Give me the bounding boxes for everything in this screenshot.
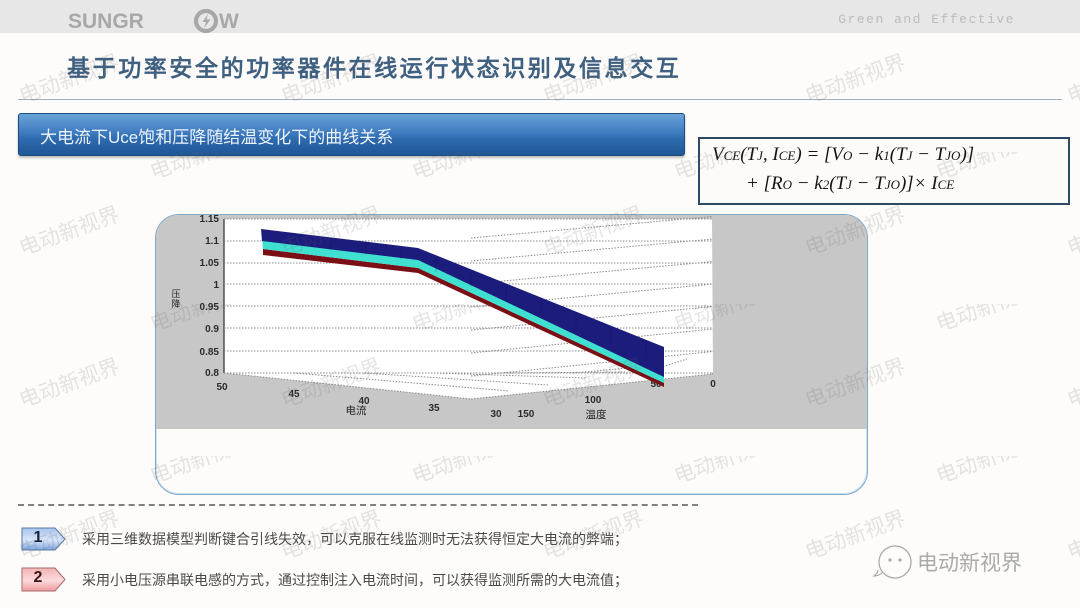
svg-text:0: 0 (710, 379, 716, 390)
svg-text:0.95: 0.95 (200, 302, 220, 313)
svg-text:1.05: 1.05 (200, 258, 220, 269)
svg-text:降: 降 (171, 298, 180, 309)
svg-text:W: W (219, 10, 239, 33)
svg-text:1.1: 1.1 (205, 236, 219, 247)
svg-text:30: 30 (490, 409, 502, 420)
svg-text:150: 150 (518, 409, 535, 420)
svg-text:35: 35 (428, 403, 440, 414)
svg-text:1.15: 1.15 (200, 215, 220, 225)
svg-text:0.8: 0.8 (205, 368, 219, 379)
svg-text:50: 50 (216, 382, 228, 393)
svg-text:1: 1 (213, 280, 219, 291)
svg-text:电动新视界: 电动新视界 (917, 552, 1022, 575)
svg-text:电流: 电流 (346, 404, 367, 417)
svg-text:0.85: 0.85 (200, 347, 220, 358)
svg-text:温度: 温度 (586, 408, 607, 421)
svg-text:SUNGR: SUNGR (68, 10, 144, 33)
svg-text:45: 45 (288, 389, 300, 400)
svg-text:100: 100 (585, 395, 602, 406)
svg-text:压: 压 (171, 289, 180, 299)
svg-text:0.9: 0.9 (205, 324, 219, 335)
